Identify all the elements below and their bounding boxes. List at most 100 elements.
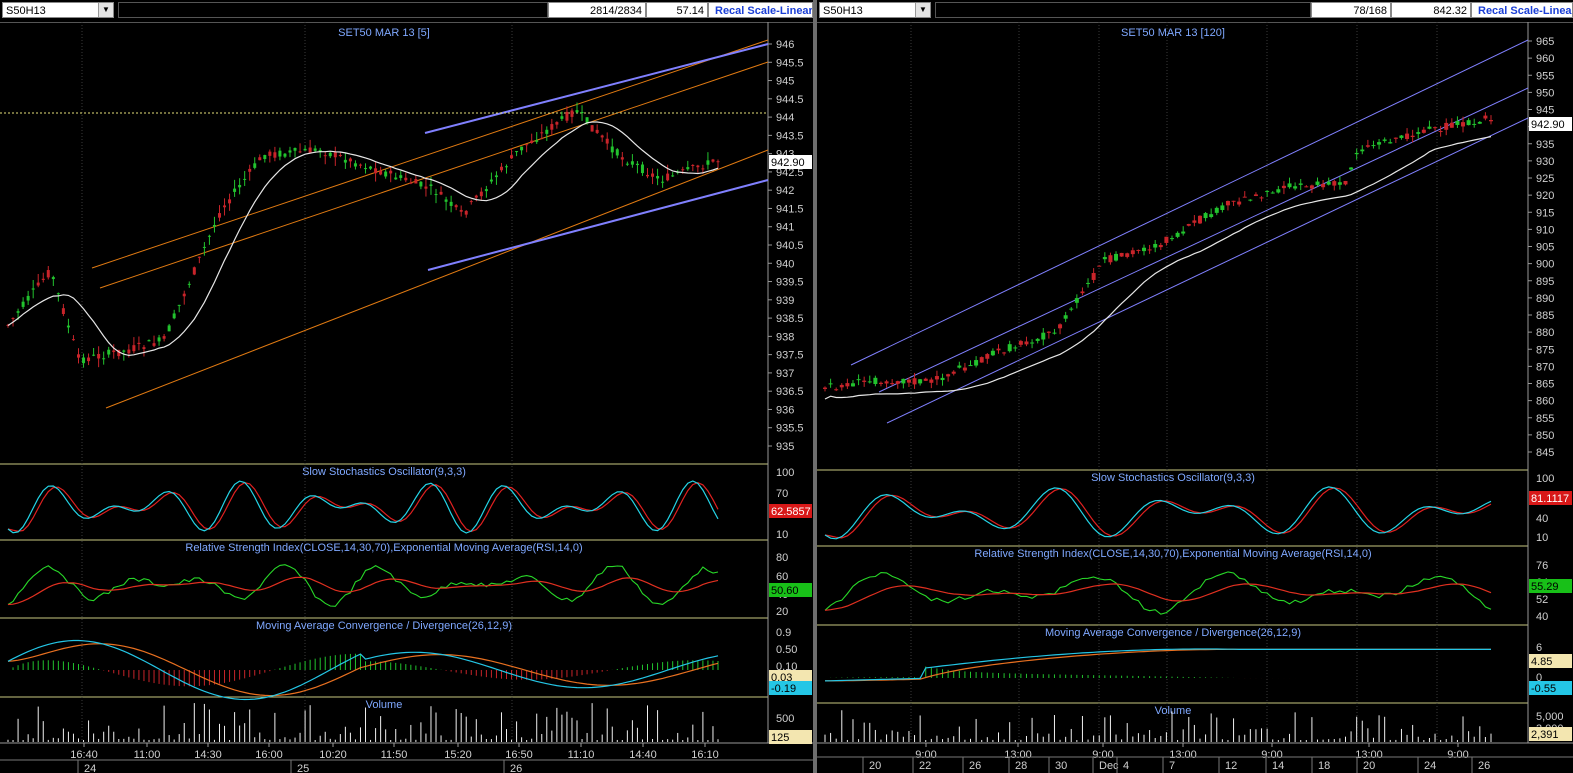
- rsi-title: Relative Strength Index(CLOSE,14,30,70),…: [974, 548, 1371, 560]
- time-axis-label: 14:30: [194, 749, 222, 761]
- candle-body: [1326, 181, 1331, 185]
- day-axis-label: 28: [1015, 760, 1027, 772]
- trend-channel-line: [427, 179, 769, 271]
- macd-value-badge-bg: [769, 670, 812, 684]
- candle-body: [1007, 344, 1012, 352]
- price-axis-label: 940.5: [776, 240, 804, 252]
- price-axis-label: 938: [776, 331, 794, 343]
- right-chart-canvas[interactable]: SET50 MAR 13 [120] Slow Stochastics Oscil…: [817, 0, 1573, 773]
- candle-body: [929, 379, 934, 383]
- candle-body: [686, 167, 690, 170]
- candle-body: [1354, 152, 1359, 155]
- day-axis-label: 20: [869, 760, 881, 772]
- candle-body: [303, 148, 307, 151]
- candle-body: [1287, 183, 1292, 188]
- candle-body: [499, 166, 503, 171]
- candle-body: [308, 147, 312, 153]
- candle-body: [11, 317, 15, 319]
- candle-body: [1018, 341, 1023, 345]
- candle-body: [238, 184, 242, 188]
- day-axis-label: 20: [1363, 760, 1375, 772]
- price-axis-label: 937: [776, 368, 794, 380]
- rsi-ema-line: [7, 576, 719, 606]
- candle-body: [384, 171, 388, 177]
- candle-body: [1388, 142, 1393, 144]
- candle-body: [419, 181, 423, 187]
- candle-body: [940, 377, 945, 381]
- candle-body: [157, 337, 161, 342]
- rsi-line: [7, 564, 719, 607]
- left-recal-scale-button[interactable]: Recal Scale-Linear: [708, 2, 813, 18]
- candle-body: [112, 350, 116, 353]
- candle-body: [1449, 122, 1454, 128]
- candle-body: [890, 383, 895, 385]
- volume-value-badge-bg: [769, 730, 812, 744]
- candle-body: [1489, 120, 1493, 122]
- candle-body: [424, 186, 428, 189]
- candle-body: [293, 147, 297, 151]
- candle-body: [968, 365, 973, 367]
- candle-body: [545, 129, 549, 134]
- candle-body: [414, 179, 418, 184]
- chevron-down-icon[interactable]: ▼: [98, 3, 113, 17]
- candle-body: [202, 246, 206, 248]
- stochastic-value-badge: 62.5857: [771, 506, 811, 518]
- candle-body: [701, 168, 705, 170]
- candle-body: [1181, 231, 1186, 234]
- candle-body: [1438, 131, 1443, 133]
- candle-body: [1315, 181, 1320, 185]
- price-chart-title: SET50 MAR 13 [120]: [1121, 27, 1225, 39]
- price-axis-label: 850: [1536, 430, 1554, 442]
- chevron-down-icon[interactable]: ▼: [915, 3, 930, 17]
- candle-body: [318, 149, 322, 153]
- candle-body: [1086, 282, 1091, 284]
- macd-signal-line: [7, 643, 719, 697]
- candle-body: [1046, 331, 1051, 333]
- day-axis-label: 18: [1318, 760, 1330, 772]
- price-axis-label: 960: [1536, 53, 1554, 65]
- candle-body: [962, 367, 967, 371]
- right-symbol-select[interactable]: S50H13 ▼: [819, 2, 931, 18]
- candle-body: [1142, 247, 1147, 252]
- candle-body: [515, 151, 519, 153]
- candle-body: [979, 357, 984, 363]
- last-price-badge: 942.90: [771, 157, 805, 169]
- candle-body: [946, 374, 951, 377]
- rsi-axis-label: 76: [1536, 560, 1548, 572]
- price-axis-label: 915: [1536, 207, 1554, 219]
- candle-body: [434, 194, 438, 196]
- candle-body: [46, 270, 50, 278]
- candle-body: [369, 166, 373, 169]
- rsi-title: Relative Strength Index(CLOSE,14,30,70),…: [185, 542, 582, 554]
- price-axis-label: 880: [1536, 327, 1554, 339]
- price-axis-label: 945.5: [776, 57, 804, 69]
- last-price-badge: 942.90: [1531, 119, 1565, 131]
- last-price-badge-bg: [1529, 117, 1572, 131]
- candle-body: [82, 357, 86, 364]
- candle-body: [1074, 298, 1079, 303]
- candle-body: [656, 176, 660, 179]
- candle-body: [338, 155, 342, 157]
- left-chart-canvas[interactable]: SET50 MAR 13 [5] Slow Stochastics Oscilla…: [0, 0, 813, 773]
- candle-body: [901, 378, 906, 384]
- time-axis-label: 9:00: [1261, 749, 1282, 761]
- rsi-axis-label: 80: [776, 552, 788, 564]
- stochastic-value-badge-bg: [1529, 491, 1572, 505]
- candle-body: [1080, 291, 1085, 294]
- price-axis-label: 937.5: [776, 350, 804, 362]
- left-symbol-select[interactable]: S50H13 ▼: [2, 2, 114, 18]
- right-recal-scale-button[interactable]: Recal Scale-Linea: [1471, 2, 1573, 18]
- pane-splitter[interactable]: [813, 0, 817, 773]
- trend-channel-line: [91, 39, 769, 269]
- trend-channel-line: [424, 43, 769, 134]
- macd-axis-label: 0: [1536, 672, 1542, 684]
- left-chart-pane[interactable]: S50H13 ▼ 2814/2834 57.14 Recal Scale-Lin…: [0, 0, 813, 773]
- right-chart-pane[interactable]: S50H13 ▼ 78/168 842.32 Recal Scale-Linea…: [817, 0, 1573, 773]
- candle-body: [1136, 249, 1141, 251]
- day-axis-label: 26: [1478, 760, 1490, 772]
- day-axis-label: 24: [84, 763, 96, 773]
- price-axis-label: 941.5: [776, 203, 804, 215]
- right-bars-count: 78/168: [1311, 2, 1391, 18]
- left-bars-count: 2814/2834: [548, 2, 646, 18]
- price-axis-label: 935: [1536, 139, 1554, 151]
